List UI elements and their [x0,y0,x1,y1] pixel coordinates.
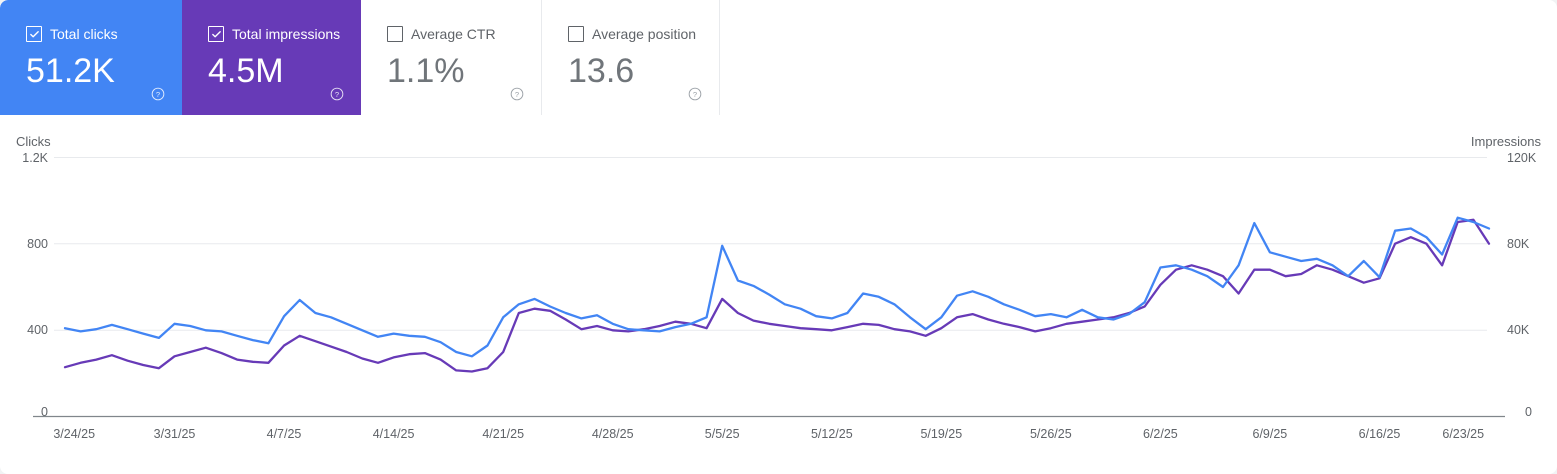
svg-text:?: ? [335,90,339,99]
svg-text:?: ? [156,90,160,99]
svg-text:?: ? [693,90,697,99]
svg-text:?: ? [515,90,519,99]
